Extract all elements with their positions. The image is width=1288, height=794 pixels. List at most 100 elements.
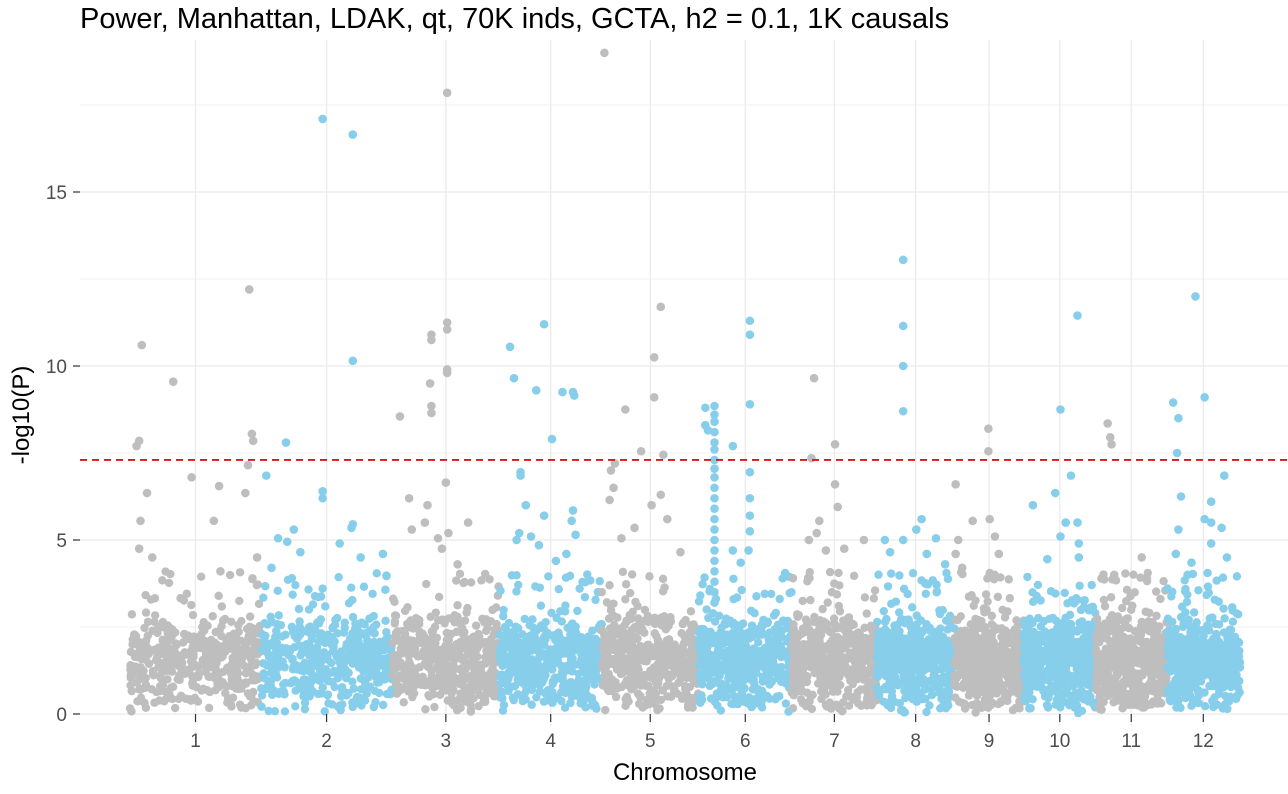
noise-point <box>830 670 838 678</box>
noise-point <box>968 631 976 639</box>
noise-point <box>321 707 329 715</box>
noise-point <box>1127 606 1135 614</box>
noise-point <box>1093 615 1101 623</box>
noise-point <box>1010 674 1018 682</box>
noise-point <box>682 690 690 698</box>
noise-point <box>627 615 635 623</box>
noise-point <box>778 574 786 582</box>
noise-point <box>669 663 677 671</box>
noise-point <box>295 605 303 613</box>
noise-point <box>973 691 981 699</box>
noise-point <box>747 607 755 615</box>
noise-point <box>233 675 241 683</box>
noise-point <box>1031 681 1039 689</box>
noise-point <box>362 630 370 638</box>
noise-point <box>632 670 640 678</box>
noise-point <box>954 662 962 670</box>
noise-point <box>1085 664 1093 672</box>
noise-point <box>1123 614 1131 622</box>
noise-point <box>776 595 784 603</box>
noise-point <box>430 636 438 644</box>
noise-point <box>558 668 566 676</box>
noise-point <box>197 573 205 581</box>
noise-point <box>834 569 842 577</box>
noise-point <box>573 607 581 615</box>
noise-point <box>206 688 214 696</box>
noise-point <box>1079 673 1087 681</box>
noise-point <box>274 587 282 595</box>
noise-point <box>1003 648 1011 656</box>
noise-point <box>453 706 461 714</box>
noise-point <box>1122 597 1130 605</box>
noise-point <box>501 675 509 683</box>
noise-point <box>943 638 951 646</box>
noise-point <box>909 569 917 577</box>
noise-point <box>393 627 401 635</box>
noise-point <box>873 618 881 626</box>
noise-point <box>512 587 520 595</box>
noise-point <box>790 633 798 641</box>
noise-point <box>315 670 323 678</box>
noise-point <box>1150 635 1158 643</box>
noise-point <box>186 695 194 703</box>
noise-point <box>410 641 418 649</box>
noise-point <box>565 623 573 631</box>
noise-point <box>359 667 367 675</box>
noise-point <box>212 628 220 636</box>
noise-point <box>474 702 482 710</box>
noise-point <box>426 613 434 621</box>
noise-point <box>308 661 316 669</box>
noise-point <box>349 613 357 621</box>
noise-point <box>322 675 330 683</box>
noise-point <box>1088 581 1096 589</box>
noise-point <box>1052 617 1060 625</box>
noise-point <box>163 659 171 667</box>
noise-point <box>428 627 436 635</box>
noise-point <box>643 696 651 704</box>
noise-point <box>581 593 589 601</box>
noise-point <box>513 633 521 641</box>
noise-point <box>394 635 402 643</box>
noise-point <box>662 649 670 657</box>
noise-point <box>286 647 294 655</box>
noise-point <box>207 636 215 644</box>
noise-point <box>497 657 505 665</box>
noise-point <box>1159 577 1167 585</box>
noise-point <box>266 613 274 621</box>
noise-point <box>268 691 276 699</box>
noise-point <box>412 672 420 680</box>
noise-point <box>984 703 992 711</box>
noise-point <box>481 570 489 578</box>
noise-point <box>799 675 807 683</box>
noise-point <box>197 686 205 694</box>
noise-point <box>766 642 774 650</box>
noise-point <box>295 617 303 625</box>
noise-point <box>561 689 569 697</box>
noise-point <box>1034 644 1042 652</box>
noise-point <box>317 615 325 623</box>
noise-point <box>1026 704 1034 712</box>
noise-point <box>644 612 652 620</box>
noise-point <box>348 629 356 637</box>
noise-point <box>541 635 549 643</box>
noise-point <box>149 671 157 679</box>
noise-point <box>235 597 243 605</box>
noise-point <box>472 621 480 629</box>
noise-point <box>827 638 835 646</box>
noise-point <box>381 586 389 594</box>
noise-point <box>880 607 888 615</box>
noise-point <box>179 638 187 646</box>
noise-point <box>499 706 507 714</box>
noise-point <box>888 694 896 702</box>
noise-point <box>246 668 254 676</box>
noise-point <box>202 668 210 676</box>
noise-point <box>361 678 369 686</box>
noise-point <box>1106 615 1114 623</box>
noise-point <box>773 663 781 671</box>
noise-point <box>913 627 921 635</box>
noise-point <box>1023 573 1031 581</box>
noise-point <box>628 570 636 578</box>
noise-point <box>1078 707 1086 715</box>
noise-point <box>281 707 289 715</box>
